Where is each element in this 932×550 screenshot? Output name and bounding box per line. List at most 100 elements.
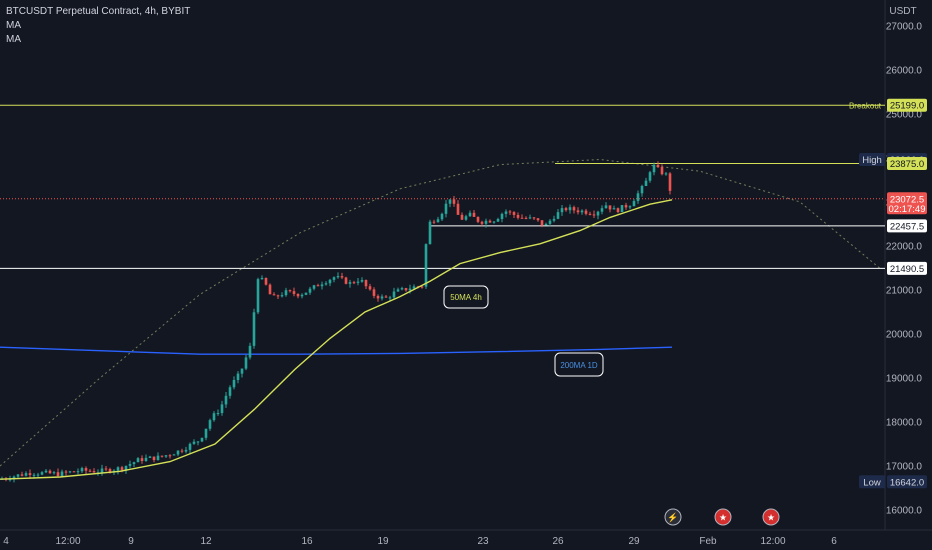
- candle-body: [592, 214, 596, 216]
- candle-body: [516, 214, 520, 218]
- candle-body: [552, 218, 556, 221]
- currency-label: USDT: [889, 6, 916, 17]
- ma50-line: [0, 199, 673, 480]
- candle-body: [660, 167, 664, 175]
- candle-body: [72, 471, 76, 473]
- low-text: Low: [863, 477, 881, 488]
- x-tick-label: 12: [200, 536, 212, 547]
- ma200-line: [0, 346, 673, 355]
- high-text: High: [862, 155, 882, 166]
- candle-body: [140, 458, 144, 462]
- candle-body: [376, 295, 380, 299]
- candle-body: [496, 219, 500, 222]
- candle-body: [296, 293, 300, 297]
- candle-body: [164, 455, 168, 457]
- candle-body: [608, 205, 612, 210]
- resistance-tag: [887, 157, 927, 170]
- candle-body: [364, 280, 368, 287]
- candle-body: [184, 449, 188, 452]
- candle-body: [624, 205, 628, 208]
- candle-body: [100, 468, 104, 473]
- indicator-ma-1[interactable]: MA: [6, 20, 21, 31]
- candle-body: [456, 203, 460, 215]
- candle-body: [360, 280, 364, 282]
- candle-body: [104, 468, 108, 470]
- candle-body: [316, 285, 320, 287]
- candle-body: [328, 279, 332, 284]
- indicator-ma-2[interactable]: MA: [6, 34, 21, 45]
- breakout-tag: [887, 98, 927, 112]
- candle-body: [36, 474, 40, 476]
- x-tick-label: 12:00: [55, 536, 80, 547]
- lightning-icon[interactable]: [664, 508, 682, 526]
- candle-body: [200, 437, 204, 442]
- x-tick-label: 6: [831, 536, 837, 547]
- curved-trend-arc: [0, 158, 881, 467]
- symbol-title[interactable]: BTCUSDT Perpetual Contract, 4h, BYBIT: [6, 6, 191, 17]
- y-tick-label: 27000.0: [886, 22, 923, 33]
- y-tick-label: 16000.0: [886, 506, 923, 517]
- candle-body: [252, 312, 256, 346]
- candle-body: [628, 206, 632, 208]
- candle-body: [248, 345, 252, 358]
- candle-body: [532, 217, 536, 219]
- candle-body: [348, 282, 352, 284]
- candle-body: [192, 441, 196, 444]
- candle-body: [68, 471, 72, 473]
- candle-body: [504, 211, 508, 214]
- candle-body: [288, 290, 292, 292]
- us-flag-icon[interactable]: [714, 508, 732, 526]
- high-text-bg: [859, 152, 885, 166]
- candle-body: [664, 173, 668, 175]
- candle-body: [324, 283, 328, 285]
- candle-body: [536, 218, 540, 221]
- candle-body: [420, 286, 424, 288]
- us-flag-icon[interactable]: [762, 508, 780, 526]
- candle-body: [8, 479, 12, 481]
- candle-body: [460, 214, 464, 220]
- candle-body: [612, 208, 616, 210]
- candle-body: [224, 395, 228, 405]
- candle-body: [368, 286, 372, 290]
- candle-body: [76, 471, 80, 473]
- low-tag: [887, 475, 927, 489]
- candle-body: [16, 474, 20, 477]
- candle-body: [144, 457, 148, 462]
- candle-body: [276, 295, 280, 297]
- candle-body: [152, 456, 156, 461]
- candle-body: [524, 217, 528, 219]
- candle-body: [564, 208, 568, 211]
- candle-body: [236, 373, 240, 381]
- candle-body: [40, 472, 44, 475]
- candle-body: [572, 207, 576, 211]
- candle-body: [120, 467, 124, 470]
- support-lower-tag: [887, 261, 927, 275]
- candle-body: [160, 455, 164, 457]
- candle-body: [632, 201, 636, 207]
- ma200-label-box: [554, 352, 604, 377]
- ma50-label: 50MA 4h: [450, 293, 482, 302]
- candle-body: [148, 456, 152, 458]
- candle-body: [636, 193, 640, 202]
- support-lower-value: 21490.5: [890, 264, 924, 275]
- x-tick-label: 26: [552, 536, 564, 547]
- y-tick-label: 26000.0: [886, 66, 923, 77]
- candle-body: [132, 462, 136, 465]
- candle-body: [344, 277, 348, 284]
- candle-body: [560, 208, 564, 213]
- candle-body: [588, 213, 592, 215]
- candle-body: [600, 208, 604, 212]
- candle-body: [356, 281, 360, 283]
- candle-body: [644, 180, 648, 186]
- candle-body: [640, 185, 644, 194]
- y-tick-label: 18000.0: [886, 418, 923, 429]
- candle-body: [12, 476, 16, 480]
- candle-body: [244, 357, 248, 369]
- candle-body: [80, 468, 84, 472]
- candle-body: [404, 288, 408, 291]
- x-tick-label: 16: [301, 536, 313, 547]
- candle-body: [596, 211, 600, 216]
- candle-body: [444, 203, 448, 214]
